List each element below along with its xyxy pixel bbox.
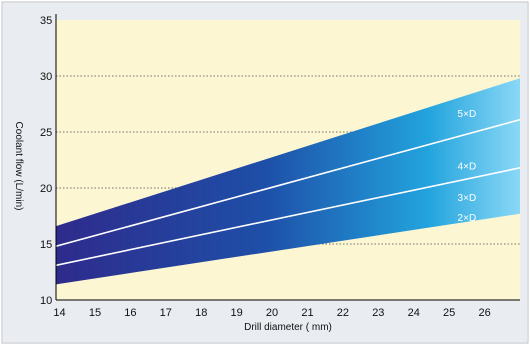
series-lines — [56, 118, 520, 267]
x-tick-label: 21 — [301, 307, 313, 319]
series-label: 5×D — [458, 109, 477, 120]
x-tick-label: 17 — [160, 307, 172, 319]
x-tick-label: 20 — [266, 307, 278, 319]
x-tick-label: 18 — [195, 307, 207, 319]
x-tick-label: 25 — [443, 307, 455, 319]
coolant-band — [56, 78, 520, 285]
series-line — [56, 167, 520, 267]
x-tick-label: 26 — [478, 307, 490, 319]
y-tick-label: 15 — [40, 239, 52, 251]
y-tick-label: 35 — [40, 15, 52, 27]
x-tick-label: 19 — [231, 307, 243, 319]
y-tick-label: 20 — [40, 183, 52, 195]
x-tick-label: 24 — [408, 307, 420, 319]
x-tick-label: 22 — [337, 307, 349, 319]
x-tick-label: 15 — [89, 307, 101, 319]
series-label: 3×D — [458, 193, 477, 204]
series-labels: 5×D 4×D 3×D 2×D — [458, 109, 477, 224]
x-tick-label: 14 — [53, 307, 65, 319]
tick-labels: 14 15 16 17 18 19 20 21 22 23 24 25 26 10 15 20 25 30 35 — [40, 15, 491, 319]
series-label: 2×D — [458, 213, 477, 224]
x-tick-label: 16 — [124, 307, 136, 319]
series-label: 4×D — [458, 162, 477, 173]
y-tick-label: 30 — [40, 71, 52, 83]
x-tick-label: 23 — [372, 307, 384, 319]
y-tick-label: 25 — [40, 127, 52, 139]
x-axis-label: Drill diameter ( mm) — [244, 322, 332, 333]
axes — [55, 14, 520, 301]
y-tick-label: 10 — [40, 295, 52, 307]
y-axis-label: Coolant flow (L/min) — [13, 122, 24, 211]
series-line — [56, 118, 520, 248]
